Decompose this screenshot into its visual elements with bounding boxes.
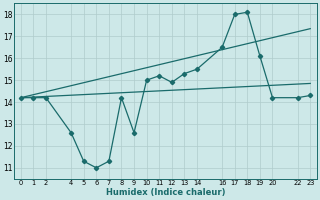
X-axis label: Humidex (Indice chaleur): Humidex (Indice chaleur) [106,188,225,197]
